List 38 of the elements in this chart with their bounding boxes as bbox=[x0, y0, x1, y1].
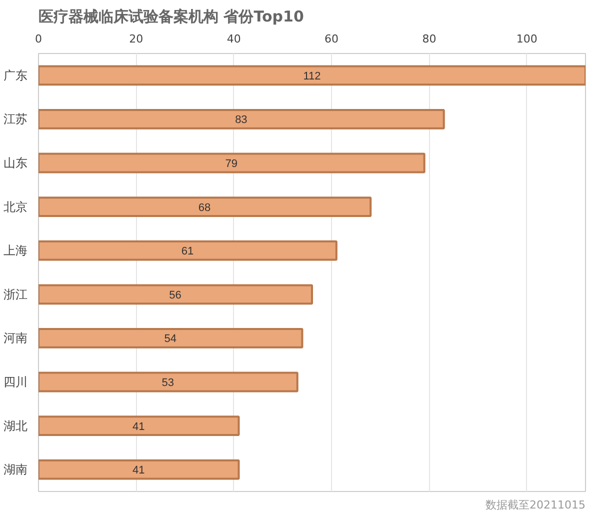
y-tick-label: 山东 bbox=[4, 156, 28, 170]
x-tick-label: 80 bbox=[422, 32, 436, 46]
data-label: 56 bbox=[169, 289, 182, 302]
data-label: 53 bbox=[162, 377, 174, 389]
bar bbox=[38, 328, 304, 348]
data-label: 41 bbox=[132, 420, 145, 433]
x-tick-label: 100 bbox=[516, 32, 538, 46]
bar bbox=[38, 416, 240, 436]
y-tick-label: 湖南 bbox=[4, 462, 28, 477]
bar bbox=[38, 152, 426, 174]
data-label: 61 bbox=[181, 246, 194, 258]
x-tick-label: 60 bbox=[324, 32, 339, 46]
bar bbox=[38, 109, 445, 130]
data-label: 112 bbox=[303, 70, 321, 82]
y-tick-label: 浙江 bbox=[4, 287, 28, 302]
x-tick-label: 0 bbox=[35, 32, 42, 46]
bar bbox=[38, 372, 298, 392]
chart-title: 医疗器械临床试验备案机构 省份Top10 bbox=[38, 8, 304, 26]
bar bbox=[38, 284, 313, 305]
y-tick-label: 江苏 bbox=[4, 112, 28, 126]
y-tick-label: 河南 bbox=[4, 331, 28, 346]
y-tick-label: 广东 bbox=[4, 68, 28, 82]
bar bbox=[38, 240, 338, 261]
data-label: 83 bbox=[235, 114, 248, 126]
x-tick-label: 20 bbox=[129, 32, 144, 46]
data-label: 41 bbox=[132, 464, 145, 477]
data-label: 68 bbox=[198, 202, 211, 214]
bar bbox=[38, 459, 240, 480]
y-tick-label: 湖北 bbox=[4, 418, 28, 433]
text: 数据截至20211015 bbox=[486, 498, 586, 512]
y-tick-label: 四川 bbox=[4, 375, 28, 389]
bar bbox=[38, 65, 586, 86]
y-tick-label: 北京 bbox=[4, 200, 28, 214]
x-tick-label: 40 bbox=[226, 32, 241, 46]
data-label: 79 bbox=[225, 158, 238, 170]
data-label: 54 bbox=[164, 333, 176, 346]
bar bbox=[38, 196, 372, 217]
y-tick-label: 上海 bbox=[4, 244, 28, 258]
